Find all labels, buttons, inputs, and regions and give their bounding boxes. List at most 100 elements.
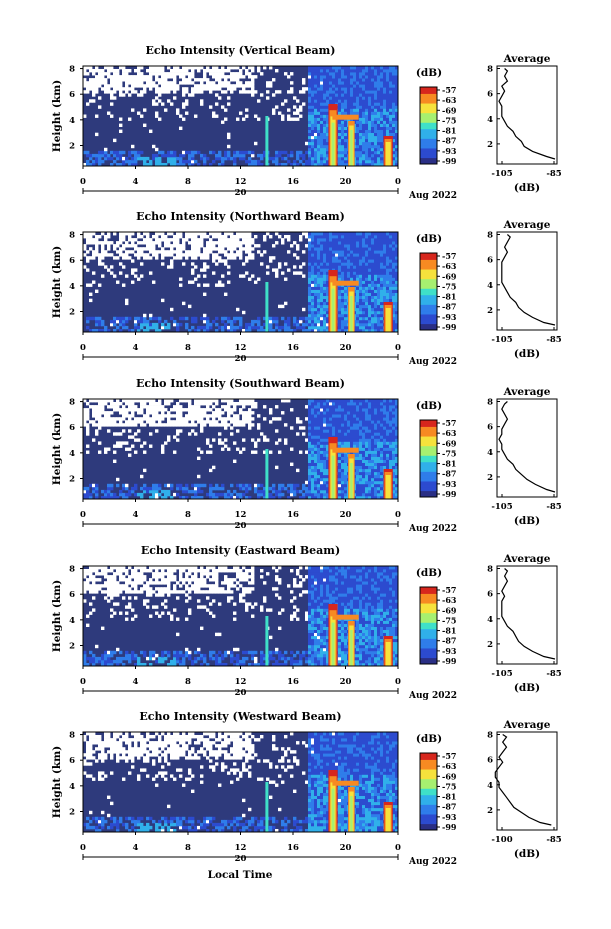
echo-cell (122, 163, 126, 167)
echo-cell (344, 135, 348, 140)
echo-cell (368, 298, 372, 303)
echo-cell (317, 298, 321, 303)
echo-cell (335, 399, 339, 403)
echo-cell (173, 420, 177, 424)
echo-cell (320, 132, 324, 137)
echo-cell (359, 292, 363, 296)
echo-cell (158, 316, 162, 321)
echo-cell (299, 325, 303, 330)
echo-cell (320, 468, 324, 473)
echo-cell (149, 423, 153, 427)
echo-cell (332, 235, 336, 239)
echo-cell (116, 75, 120, 79)
echo-cell (365, 289, 369, 293)
echo-cell (305, 150, 309, 155)
echo-cell (314, 411, 318, 415)
echo-cell (320, 459, 324, 463)
echo-cell (392, 72, 396, 76)
echo-cell (317, 147, 321, 152)
echo-cell (395, 126, 399, 130)
echo-cell (362, 262, 366, 266)
echo-cell (347, 417, 351, 421)
echo-cell (377, 69, 381, 73)
echo-cell (269, 486, 273, 491)
echo-cell (134, 156, 138, 161)
echo-cell (110, 114, 114, 118)
echo-cell (368, 289, 372, 293)
echo-cell (248, 417, 252, 421)
echo-cell (308, 102, 312, 106)
echo-cell (221, 159, 225, 164)
echo-cell (308, 262, 312, 266)
echo-cell (200, 244, 204, 248)
echo-cell (347, 426, 351, 430)
echo-cell (341, 69, 345, 73)
echo-cell (251, 159, 255, 164)
echo-cell (323, 283, 327, 287)
echo-cell (203, 84, 207, 88)
echo-cell (356, 426, 360, 430)
echo-cell (83, 232, 87, 236)
echo-cell (386, 292, 390, 296)
echo-cell (392, 84, 396, 88)
echo-cell (317, 253, 321, 257)
echo-cell (242, 486, 246, 491)
echo-cell (152, 253, 156, 257)
echo-cell (233, 256, 237, 260)
echo-cell (311, 474, 315, 479)
echo-cell (119, 150, 123, 155)
echo-cell (191, 319, 195, 324)
echo-cell (395, 244, 399, 248)
echo-cell (371, 78, 375, 82)
echo-cell (353, 90, 357, 94)
echo-cell (314, 444, 318, 448)
echo-cell (149, 72, 153, 76)
echo-cell (311, 438, 315, 442)
echo-cell (371, 99, 375, 103)
echo-cell (368, 316, 372, 321)
echo-cell (380, 72, 384, 76)
echo-cell (158, 486, 162, 491)
echo-cell (263, 322, 267, 327)
echo-cell (137, 408, 141, 412)
echo-cell (374, 259, 378, 263)
echo-cell (203, 313, 207, 318)
echo-cell (392, 90, 396, 94)
echo-cell (239, 81, 243, 85)
echo-cell (86, 486, 90, 491)
echo-cell (308, 120, 312, 124)
echo-cell (242, 150, 246, 155)
echo-cell (383, 96, 387, 100)
echo-cell (137, 150, 141, 155)
echo-cell (95, 319, 99, 324)
echo-cell (365, 126, 369, 130)
echo-cell (101, 411, 105, 415)
echo-cell (224, 238, 228, 242)
echo-cell (191, 429, 195, 433)
echo-cell (380, 84, 384, 88)
echo-cell (236, 316, 240, 321)
echo-cell (284, 277, 288, 281)
echo-cell (311, 423, 315, 427)
echo-cell (119, 241, 123, 245)
echo-cell (158, 420, 162, 424)
echo-cell (143, 241, 147, 245)
echo-cell (314, 238, 318, 242)
echo-cell (317, 141, 321, 146)
echo-cell (248, 426, 252, 430)
echo-cell (389, 81, 393, 85)
echo-cell (215, 408, 219, 412)
echo-cell (395, 271, 399, 275)
echo-cell (326, 480, 330, 485)
profile-x-tick-label: -105 (491, 335, 512, 345)
echo-cell (389, 262, 393, 266)
echo-cell (380, 286, 384, 290)
echo-cell (335, 259, 339, 263)
echo-cell (260, 432, 264, 436)
echo-cell (362, 99, 366, 103)
echo-cell (116, 87, 120, 91)
echo-cell (248, 414, 252, 418)
colorbar-band (420, 115, 437, 120)
echo-cell (197, 69, 201, 73)
echo-cell (194, 408, 198, 412)
